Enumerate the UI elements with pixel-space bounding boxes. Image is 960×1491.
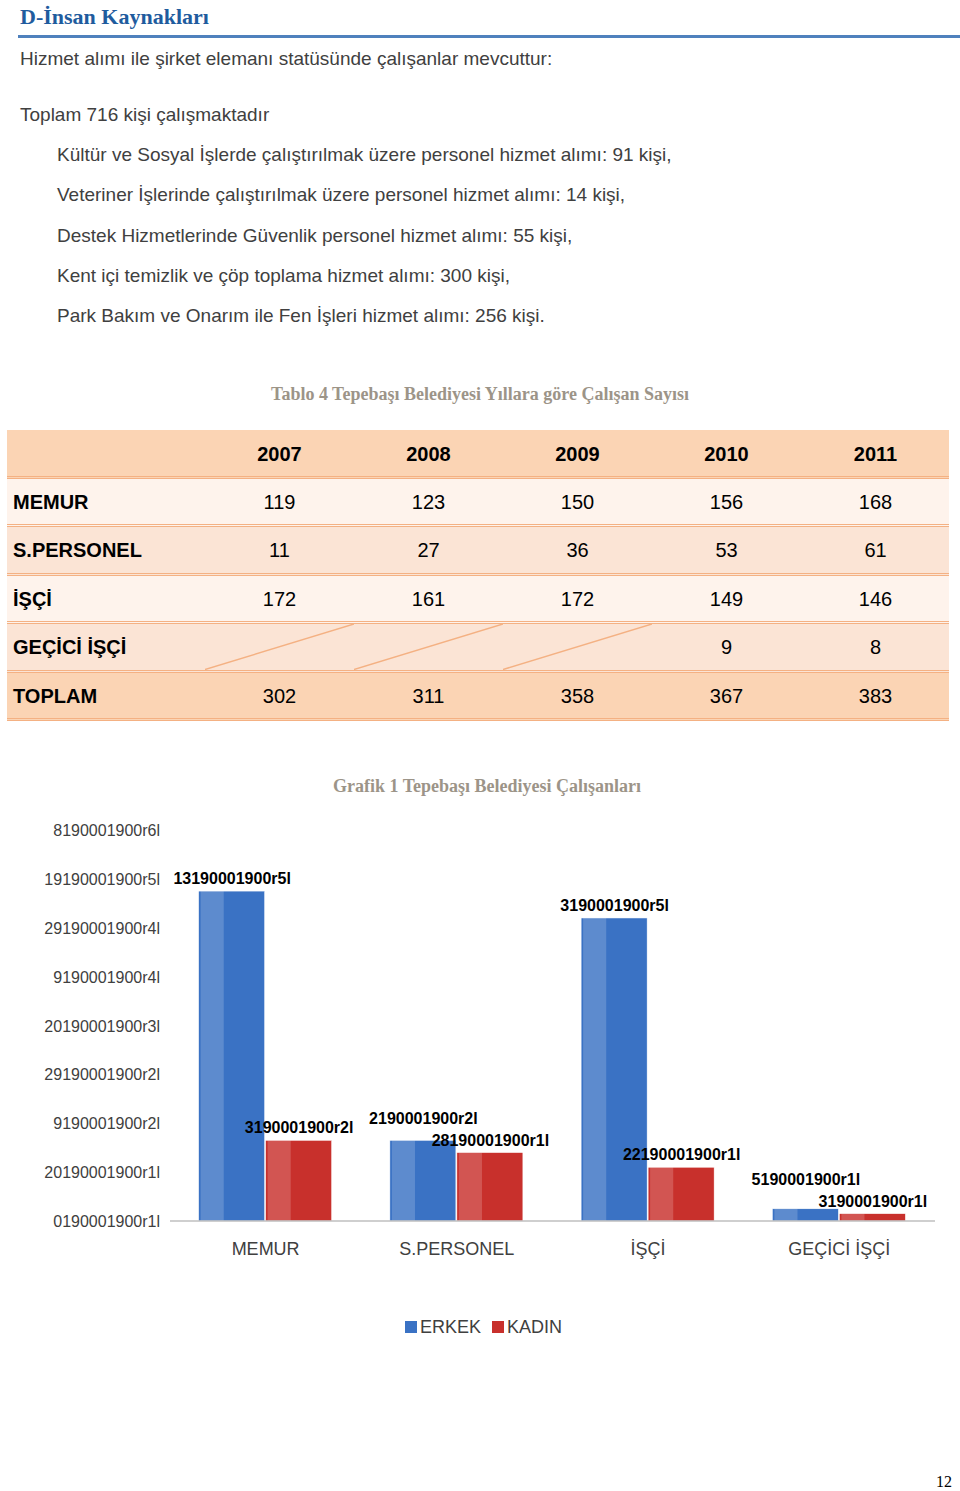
table-cell: 36 xyxy=(503,539,652,562)
bar-highlight xyxy=(459,1153,482,1221)
diagonal xyxy=(354,624,503,670)
data-label: 13190001900r5l xyxy=(173,870,290,887)
page-number: 12 xyxy=(936,1473,952,1491)
bar-highlight xyxy=(268,1140,291,1221)
table-row-label: TOPLAM xyxy=(13,685,97,708)
table-header-cell: 2009 xyxy=(503,443,652,466)
table-header-cell: 2011 xyxy=(801,443,950,466)
bar-highlight xyxy=(201,891,224,1221)
table-row-label: İŞÇİ xyxy=(13,588,52,611)
list-item: Destek Hizmetlerinde Güvenlik personel h… xyxy=(57,225,572,247)
legend-label: KADIN xyxy=(507,1317,562,1337)
empty-cell-diagonal xyxy=(354,624,503,670)
data-label: 28190001900r1l xyxy=(432,1132,549,1149)
intro-line: Toplam 716 kişi çalışmaktadır xyxy=(20,104,269,126)
table-cell: 9 xyxy=(652,636,801,659)
bar xyxy=(266,1140,332,1221)
data-label: 5190001900r1l xyxy=(752,1171,861,1188)
y-tick-label: 29190001900r2l xyxy=(44,1066,160,1083)
table-cell: 302 xyxy=(205,685,354,708)
table-cell: 367 xyxy=(652,685,801,708)
bar-highlight xyxy=(774,1209,797,1221)
intro-line: Hizmet alımı ile şirket elemanı statüsün… xyxy=(20,48,552,70)
table-cell: 156 xyxy=(652,491,801,514)
data-label: 3190001900r5l xyxy=(560,897,669,914)
data-label: 3190001900r2l xyxy=(245,1119,354,1136)
bar xyxy=(581,918,647,1221)
chart: Grafik 1 Tepebaşı Belediyesi Çalışanları… xyxy=(0,760,960,1380)
y-tick-label: 20190001900r1l xyxy=(44,1164,160,1181)
bar-highlight xyxy=(841,1214,864,1221)
table-cell: 172 xyxy=(205,588,354,611)
empty-cell-diagonal xyxy=(205,624,354,670)
table-cell: 123 xyxy=(354,491,503,514)
table-row xyxy=(7,527,949,576)
diagonal xyxy=(503,624,652,670)
y-tick-label: 29190001900r4l xyxy=(44,920,160,937)
list-item: Kent içi temizlik ve çöp toplama hizmet … xyxy=(57,265,510,287)
table-row xyxy=(7,576,949,625)
list-item: Kültür ve Sosyal İşlerde çalıştırılmak ü… xyxy=(57,144,672,166)
table-cell: 358 xyxy=(503,685,652,708)
diagonal xyxy=(205,624,354,670)
table-cell: 11 xyxy=(205,539,354,562)
x-tick-label: İŞÇİ xyxy=(631,1239,666,1259)
bar-highlight xyxy=(392,1140,415,1221)
table-header-cell: 2008 xyxy=(354,443,503,466)
y-tick-label: 19190001900r5l xyxy=(44,871,160,888)
bar xyxy=(772,1209,838,1221)
table-header-row xyxy=(7,430,949,479)
bar-highlight xyxy=(583,918,606,1221)
bar xyxy=(648,1167,714,1221)
table-row xyxy=(7,479,949,528)
table-cell: 150 xyxy=(503,491,652,514)
y-tick-label: 20190001900r3l xyxy=(44,1018,160,1035)
chart-title: Grafik 1 Tepebaşı Belediyesi Çalışanları xyxy=(333,776,641,796)
table-cell: 119 xyxy=(205,491,354,514)
bar xyxy=(839,1214,905,1221)
header-rule xyxy=(18,35,960,38)
baseline xyxy=(170,1220,935,1222)
table-cell: 61 xyxy=(801,539,950,562)
table-header-cell: 2010 xyxy=(652,443,801,466)
y-tick-label: 9190001900r2l xyxy=(53,1115,160,1132)
table-row xyxy=(7,673,949,722)
bars xyxy=(199,891,906,1221)
legend-swatch xyxy=(405,1321,417,1333)
empty-cell-diagonal xyxy=(503,624,652,670)
table-row-label: S.PERSONEL xyxy=(13,539,142,562)
x-tick-label: GEÇİCİ İŞÇİ xyxy=(788,1239,890,1259)
table-cell: 149 xyxy=(652,588,801,611)
bar xyxy=(457,1153,523,1221)
table-cell: 8 xyxy=(801,636,950,659)
list-item: Park Bakım ve Onarım ile Fen İşleri hizm… xyxy=(57,305,545,327)
data-label: 3190001900r1l xyxy=(819,1193,928,1210)
bar-highlight xyxy=(650,1167,673,1221)
table-row-label: MEMUR xyxy=(13,491,89,514)
table-caption: Tablo 4 Tepebaşı Belediyesi Yıllara göre… xyxy=(0,384,960,405)
bar xyxy=(390,1140,456,1221)
table-cell: 161 xyxy=(354,588,503,611)
legend-label: ERKEK xyxy=(420,1317,481,1337)
table-cell: 311 xyxy=(354,685,503,708)
table-cell: 27 xyxy=(354,539,503,562)
table-cell: 172 xyxy=(503,588,652,611)
table-cell: 146 xyxy=(801,588,950,611)
x-tick-label: MEMUR xyxy=(232,1239,300,1259)
table-row-label: GEÇİCİ İŞÇİ xyxy=(13,636,126,659)
table-cell: 53 xyxy=(652,539,801,562)
table-cell: 383 xyxy=(801,685,950,708)
legend-swatch xyxy=(492,1321,504,1333)
x-tick-label: S.PERSONEL xyxy=(399,1239,514,1259)
table-header-cell: 2007 xyxy=(205,443,354,466)
table-cell: 168 xyxy=(801,491,950,514)
section-title: D-İnsan Kaynakları xyxy=(20,4,209,30)
data-label: 2190001900r2l xyxy=(369,1110,478,1127)
y-tick-label: 0190001900r1l xyxy=(53,1213,160,1230)
y-tick-label: 8190001900r6l xyxy=(53,822,160,839)
y-tick-label: 9190001900r4l xyxy=(53,969,160,986)
bar xyxy=(199,891,265,1221)
data-label: 22190001900r1l xyxy=(623,1146,740,1163)
list-item: Veteriner İşlerinde çalıştırılmak üzere … xyxy=(57,184,625,206)
